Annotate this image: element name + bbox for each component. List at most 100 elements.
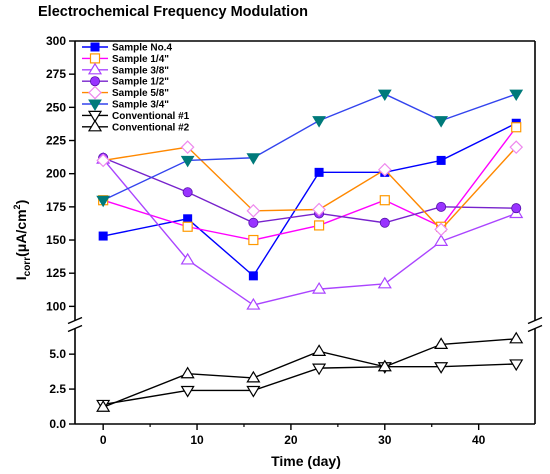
y-tick-label-lower-1: 2.5	[49, 382, 66, 396]
legend-label-2: Sample 3/8"	[112, 65, 169, 76]
data-point-1-2	[248, 234, 259, 246]
data-point-5-3	[312, 116, 326, 128]
data-point-4-4	[377, 162, 392, 177]
axes-layer: 0 10 20 30 40 100 125 150 175 200 225 250 275 300 0.0 2…	[46, 34, 543, 447]
data-point-2-1	[180, 252, 195, 265]
axis-break-mark-0-b	[67, 324, 83, 333]
data-point-5-2	[246, 153, 261, 165]
data-point-6-2	[246, 385, 261, 398]
axis-break-mark-1-a	[527, 316, 543, 325]
y-tick-label-lower-2: 5.0	[49, 347, 66, 361]
data-point-3-2	[248, 217, 259, 228]
y-axis-label-main: I	[13, 276, 29, 280]
legend-item-7: Conventional #2	[82, 119, 190, 133]
legend-marker-6	[87, 110, 103, 123]
legend-item-4: Sample 5/8"	[82, 85, 169, 100]
data-point-2-2	[246, 297, 261, 310]
data-point-3-4	[379, 217, 390, 228]
legend-item-3: Sample 1/2"	[82, 76, 169, 88]
data-point-4-2	[246, 203, 261, 218]
legend-label-1: Sample 1/4"	[112, 54, 169, 65]
data-point-5-6	[509, 89, 524, 102]
data-point-5-4	[377, 89, 392, 102]
axis-break-mark-1-b	[527, 324, 543, 333]
legend-marker-5	[88, 99, 102, 111]
data-point-7-3	[312, 344, 327, 356]
data-point-3-1	[182, 187, 193, 198]
data-point-0-3	[314, 167, 324, 177]
x-tick-label-3: 30	[378, 433, 392, 447]
data-point-4-0	[96, 153, 111, 168]
series-4	[96, 140, 524, 237]
data-point-1-3	[313, 220, 325, 231]
data-point-6-6	[509, 359, 524, 372]
legend-item-5: Sample 3/4"	[82, 99, 169, 111]
data-point-5-5	[434, 116, 449, 128]
x-tick-label-1: 10	[190, 433, 204, 447]
axis-break-mark-0-a	[67, 316, 83, 325]
y-tick-label-upper-2: 150	[46, 233, 66, 247]
plot-area	[75, 41, 535, 424]
data-point-5-0	[96, 195, 111, 208]
data-point-2-5	[434, 234, 449, 246]
y-tick-label-upper-0: 100	[46, 299, 66, 313]
data-point-7-1	[180, 366, 195, 379]
y-tick-label-upper-3: 175	[46, 200, 66, 214]
data-point-6-1	[180, 385, 195, 398]
y-axis-label-unit: (μA/cm	[13, 209, 29, 256]
data-point-3-6	[511, 203, 522, 214]
y-axis-label: Icorr(μA/cm2)	[12, 200, 33, 281]
y-tick-label-upper-5: 225	[46, 134, 66, 148]
data-point-1-4	[379, 195, 390, 206]
data-point-7-5	[434, 337, 449, 349]
y-tick-label-upper-6: 250	[46, 100, 66, 114]
y-tick-label-upper-7: 275	[46, 67, 66, 81]
data-point-0-2	[248, 271, 258, 281]
y-tick-label-upper-4: 200	[46, 167, 66, 181]
legend-label-7: Conventional #2	[112, 122, 190, 133]
chart-title: Electrochemical Frequency Modulation	[38, 4, 308, 20]
y-axis-label-sub: corr	[22, 257, 33, 277]
data-point-4-6	[509, 140, 524, 154]
y-tick-label-upper-1: 125	[46, 266, 66, 280]
data-point-7-0	[96, 400, 111, 412]
data-point-6-5	[434, 362, 449, 374]
y-axis-label-close: )	[13, 200, 29, 205]
data-point-4-1	[180, 140, 195, 154]
legend-marker-0	[90, 42, 100, 52]
data-point-6-3	[312, 363, 327, 376]
series-layer	[96, 89, 524, 412]
data-point-7-2	[246, 370, 261, 383]
legend-marker-2	[87, 62, 103, 75]
data-point-7-6	[509, 331, 524, 344]
legend-item-2: Sample 3/8"	[82, 62, 169, 76]
x-axis-label: Time (day)	[271, 453, 341, 469]
legend-marker-1	[89, 53, 101, 64]
series-5	[96, 89, 524, 208]
legend-label-6: Conventional #1	[112, 111, 190, 122]
data-point-4-3	[312, 202, 326, 217]
legend-label-5: Sample 3/4"	[112, 100, 169, 111]
legend-marker-4	[88, 85, 102, 100]
legend-label-4: Sample 5/8"	[112, 88, 169, 99]
x-tick-label-2: 20	[284, 433, 298, 447]
x-tick-label-4: 40	[472, 433, 486, 447]
data-point-2-4	[377, 276, 392, 289]
data-point-3-5	[436, 201, 447, 212]
series-7	[96, 331, 524, 412]
data-point-0-1	[183, 214, 193, 224]
data-point-5-1	[180, 155, 195, 168]
legend-label-0: Sample No.4	[112, 43, 172, 54]
plot-background	[75, 41, 535, 424]
y-tick-label-upper-8: 300	[46, 34, 66, 48]
legend-item-0: Sample No.4	[82, 42, 172, 54]
data-point-0-0	[98, 231, 108, 241]
data-point-0-5	[436, 155, 446, 165]
data-point-4-5	[434, 222, 448, 237]
legend-label-3: Sample 1/2"	[112, 77, 169, 88]
legend-marker-3	[90, 76, 101, 87]
legend-marker-7	[87, 119, 103, 132]
data-point-7-4	[377, 359, 392, 372]
